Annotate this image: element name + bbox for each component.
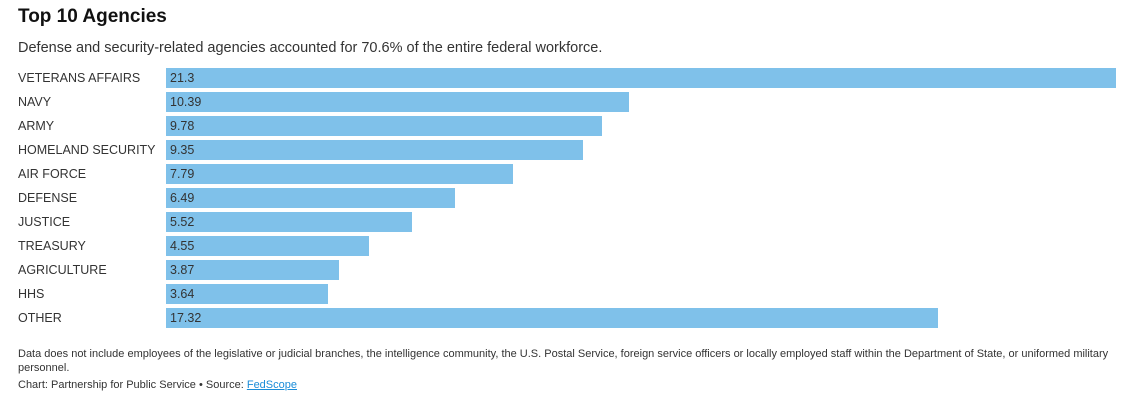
- bar: [166, 164, 514, 184]
- category-label: DEFENSE: [18, 191, 78, 205]
- bar: [166, 188, 456, 208]
- bar: [166, 140, 584, 160]
- data-label: 4.55: [170, 239, 195, 253]
- category-label: OTHER: [18, 311, 62, 325]
- data-label: 9.35: [170, 143, 195, 157]
- category-label: HHS: [18, 287, 45, 301]
- data-label: 3.87: [170, 263, 195, 277]
- bar: [166, 308, 939, 328]
- credit-text: Chart: Partnership for Public Service • …: [18, 379, 247, 391]
- data-label: 17.32: [170, 311, 202, 325]
- credit-line: Chart: Partnership for Public Service • …: [18, 378, 1113, 392]
- category-label: TREASURY: [18, 239, 86, 253]
- bar: [166, 116, 603, 136]
- source-link[interactable]: FedScope: [246, 379, 297, 391]
- data-label: 3.64: [170, 287, 195, 301]
- category-label: HOMELAND SECURITY: [18, 143, 156, 157]
- data-label: 21.3: [170, 71, 195, 85]
- category-label: JUSTICE: [18, 215, 71, 229]
- bar: [166, 92, 630, 112]
- bar: [166, 236, 369, 256]
- data-label: 10.39: [170, 95, 202, 109]
- footer: Data does not include employees of the l…: [18, 347, 1113, 392]
- chart-title: Top 10 Agencies: [18, 6, 167, 27]
- chart-subtitle: Defense and security-related agencies ac…: [18, 40, 603, 56]
- data-label: 9.78: [170, 119, 195, 133]
- category-label: ARMY: [18, 119, 55, 133]
- bar: [166, 68, 1116, 88]
- category-label: AGRICULTURE: [18, 263, 107, 277]
- data-label: 5.52: [170, 215, 195, 229]
- data-label: 7.79: [170, 167, 195, 181]
- data-label: 6.49: [170, 191, 195, 205]
- bar: [166, 284, 329, 304]
- bar: [166, 260, 339, 280]
- footnote: Data does not include employees of the l…: [18, 348, 1109, 374]
- category-label: VETERANS AFFAIRS: [18, 71, 141, 85]
- category-label: NAVY: [18, 95, 52, 109]
- bar: [166, 212, 413, 232]
- category-label: AIR FORCE: [18, 167, 87, 181]
